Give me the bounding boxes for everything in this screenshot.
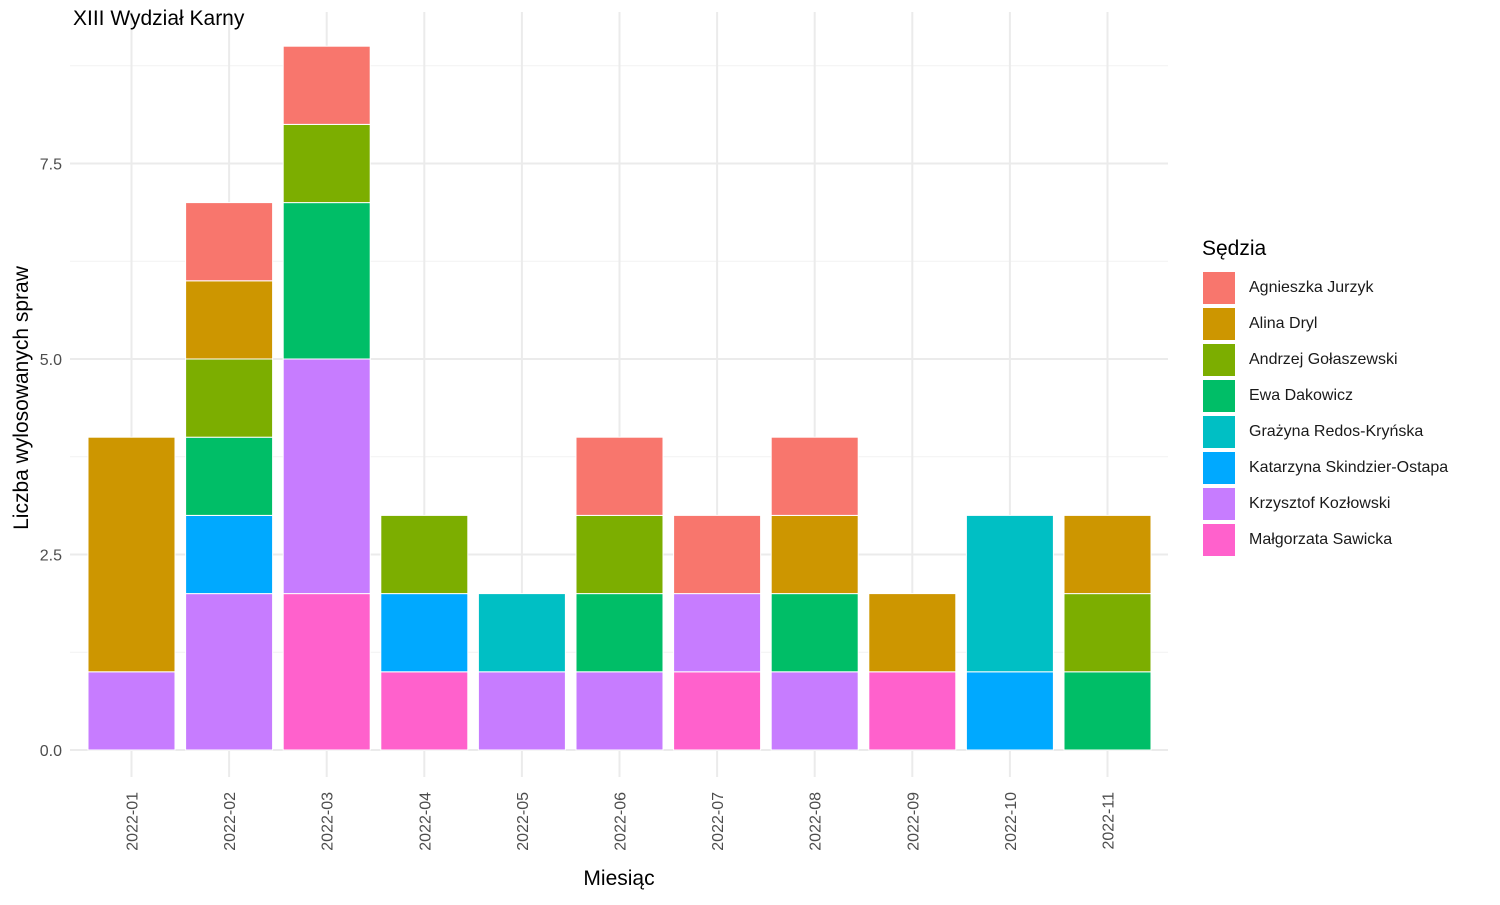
bar-segment bbox=[185, 202, 274, 282]
bar-segment bbox=[770, 671, 859, 751]
bar-segment bbox=[282, 45, 371, 125]
x-axis-label: Miesiąc bbox=[583, 867, 654, 890]
bar-segment bbox=[477, 593, 566, 673]
bar-segment bbox=[673, 514, 762, 595]
bar-segment bbox=[1063, 593, 1152, 673]
y-tick-label: 5.0 bbox=[40, 352, 62, 369]
bar-segment bbox=[965, 514, 1054, 673]
legend-swatch bbox=[1203, 416, 1235, 448]
x-tick-label: 2022-07 bbox=[710, 792, 727, 851]
bar-segment bbox=[965, 671, 1054, 751]
legend-label: Andrzej Gołaszewski bbox=[1249, 351, 1398, 368]
bar-segment bbox=[380, 671, 469, 751]
legend-item: Ewa Dakowicz bbox=[1202, 379, 1492, 415]
bar-segment bbox=[185, 593, 274, 751]
x-tick-label: 2022-06 bbox=[613, 792, 630, 851]
legend-swatch bbox=[1203, 488, 1235, 520]
bar-segment bbox=[185, 358, 274, 438]
legend-item: Katarzyna Skindzier-Ostapa bbox=[1202, 451, 1492, 487]
bar-segment bbox=[282, 593, 371, 751]
bar-segment bbox=[770, 514, 859, 595]
legend-item: Alina Dryl bbox=[1202, 307, 1492, 343]
bar-segment bbox=[1063, 514, 1152, 595]
x-tick-label: 2022-08 bbox=[808, 792, 825, 851]
bar-segment bbox=[673, 593, 762, 673]
legend-label: Agnieszka Jurzyk bbox=[1249, 279, 1374, 296]
bar-segment bbox=[868, 593, 957, 673]
y-axis-label: Liczba wylosowanych spraw bbox=[10, 265, 33, 530]
bar-segment bbox=[380, 514, 469, 595]
bar-segment bbox=[282, 358, 371, 595]
bar-segment bbox=[673, 671, 762, 751]
bar-segment bbox=[575, 436, 664, 516]
bar-segment bbox=[380, 593, 469, 673]
bar-segment bbox=[282, 123, 371, 204]
legend-item: Andrzej Gołaszewski bbox=[1202, 343, 1492, 379]
y-tick-label: 2.5 bbox=[40, 548, 62, 565]
x-tick-label: 2022-09 bbox=[905, 792, 922, 851]
legend-label: Ewa Dakowicz bbox=[1249, 387, 1354, 404]
bar-segment bbox=[87, 671, 176, 751]
bar-segment bbox=[87, 436, 176, 673]
y-tick-label: 0.0 bbox=[40, 743, 62, 760]
x-tick-label: 2022-01 bbox=[125, 792, 142, 851]
bar-segment bbox=[282, 202, 371, 360]
bar-segment bbox=[477, 671, 566, 751]
legend-item: Grażyna Redos-Kryńska bbox=[1202, 415, 1492, 451]
bar-segment bbox=[185, 514, 274, 595]
legend-label: Alina Dryl bbox=[1249, 315, 1318, 332]
legend-label: Katarzyna Skindzier-Ostapa bbox=[1249, 459, 1449, 476]
legend-swatch bbox=[1203, 272, 1235, 304]
legend-swatch bbox=[1203, 308, 1235, 340]
bar-segment bbox=[770, 436, 859, 516]
chart-title: XIII Wydział Karny bbox=[73, 7, 245, 30]
legend-swatch bbox=[1203, 452, 1235, 484]
bar-segment bbox=[575, 671, 664, 751]
bar-segment bbox=[868, 671, 957, 751]
legend-item: Małgorzata Sawicka bbox=[1202, 523, 1492, 559]
legend-title: Sędzia bbox=[1202, 237, 1267, 260]
legend-item: Krzysztof Kozłowski bbox=[1202, 487, 1492, 523]
bar-segment bbox=[575, 593, 664, 673]
legend-swatch bbox=[1203, 380, 1235, 412]
legend-item: Agnieszka Jurzyk bbox=[1202, 271, 1492, 307]
y-tick-label: 7.5 bbox=[40, 157, 62, 174]
bar-segment bbox=[770, 593, 859, 673]
legend-swatch bbox=[1203, 344, 1235, 376]
bar-segment bbox=[1063, 671, 1152, 751]
legend-label: Krzysztof Kozłowski bbox=[1249, 495, 1391, 512]
x-tick-label: 2022-11 bbox=[1101, 792, 1118, 850]
bar-segment bbox=[185, 280, 274, 360]
x-tick-label: 2022-05 bbox=[515, 792, 532, 851]
legend-swatch bbox=[1203, 524, 1235, 556]
x-tick-label: 2022-02 bbox=[222, 792, 239, 851]
x-tick-label: 2022-10 bbox=[1003, 792, 1020, 851]
x-tick-label: 2022-03 bbox=[320, 792, 337, 851]
legend-label: Małgorzata Sawicka bbox=[1249, 531, 1393, 548]
bar-segment bbox=[185, 436, 274, 516]
bar-segment bbox=[575, 514, 664, 595]
legend-label: Grażyna Redos-Kryńska bbox=[1249, 423, 1424, 440]
x-tick-label: 2022-04 bbox=[417, 792, 434, 851]
